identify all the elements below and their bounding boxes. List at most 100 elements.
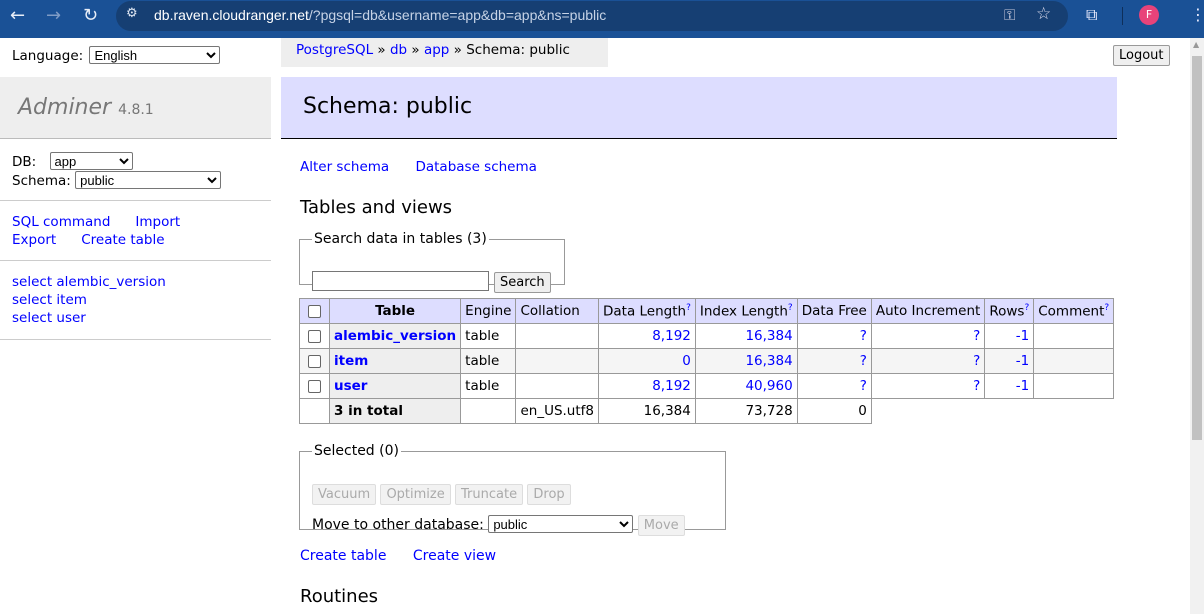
logout-button[interactable]: Logout xyxy=(1113,45,1170,66)
menu-icon[interactable]: ⋮ xyxy=(1190,5,1204,24)
url-path: /?pgsql=db&username=app&db=app&ns=public xyxy=(308,7,607,23)
total-label: 3 in total xyxy=(328,398,462,424)
auto-increment-link[interactable]: ? xyxy=(973,353,981,369)
language-label: Language: xyxy=(12,48,84,64)
breadcrumb-postgresql[interactable]: PostgreSQL xyxy=(296,42,374,58)
vacuum-button[interactable]: Vacuum xyxy=(312,484,377,505)
address-bar[interactable]: ⚙ db.raven.cloudranger.net/?pgsql=db&use… xyxy=(116,1,1068,31)
row-checkbox[interactable] xyxy=(308,379,321,393)
page-title: Schema: public xyxy=(281,77,1117,139)
search-input[interactable] xyxy=(312,271,489,291)
comment-cell xyxy=(1033,373,1115,399)
scrollbar-thumb[interactable] xyxy=(1192,56,1202,440)
data-free-link[interactable]: ? xyxy=(859,353,867,369)
select-all-checkbox[interactable] xyxy=(308,304,321,318)
data-length-link[interactable]: 0 xyxy=(682,353,691,369)
help-icon[interactable]: ? xyxy=(686,302,691,313)
schema-label: Schema: xyxy=(12,173,71,189)
row-checkbox[interactable] xyxy=(308,354,321,368)
extensions-icon[interactable]: ⧉ xyxy=(1086,5,1098,24)
search-fieldset: Search data in tables (3) Search xyxy=(299,231,565,293)
scroll-up-icon[interactable]: ▲ xyxy=(1193,40,1200,49)
row-checkbox[interactable] xyxy=(308,329,321,343)
adminer-home-link[interactable]: Adminer xyxy=(18,95,112,120)
select-user-link[interactable]: select user xyxy=(12,310,86,326)
help-icon[interactable]: ? xyxy=(1024,302,1030,313)
breadcrumb: PostgreSQL » db » app » Schema: public xyxy=(281,38,608,67)
breadcrumb-current: Schema: public xyxy=(466,42,570,58)
header-data-length: Data Length? xyxy=(598,298,696,324)
total-row: 3 in total en_US.utf8 16,384 73,728 0 xyxy=(299,398,1114,424)
forward-icon[interactable]: → xyxy=(46,5,62,26)
site-settings-icon[interactable]: ⚙ xyxy=(126,6,138,21)
move-label: Move to other database: xyxy=(312,517,484,533)
select-item-link[interactable]: select item xyxy=(12,292,87,308)
engine-cell: table xyxy=(460,348,517,374)
star-icon[interactable]: ☆ xyxy=(1036,4,1052,24)
tables-heading: Tables and views xyxy=(300,197,453,218)
data-free-link[interactable]: ? xyxy=(859,328,867,344)
database-schema-link[interactable]: Database schema xyxy=(415,159,537,175)
help-icon[interactable]: ? xyxy=(787,302,793,313)
language-select-row: Language: English xyxy=(12,46,221,64)
db-select[interactable]: app xyxy=(49,152,133,170)
selected-fieldset: Selected (0) Vacuum Optimize Truncate Dr… xyxy=(299,443,726,536)
header-collation: Collation xyxy=(515,298,599,324)
table-name-link[interactable]: user xyxy=(334,378,368,394)
avatar[interactable]: F xyxy=(1139,5,1159,25)
data-free-link[interactable]: ? xyxy=(859,378,867,394)
auto-increment-link[interactable]: ? xyxy=(973,328,981,344)
sidebar-create-table-link[interactable]: Create table xyxy=(81,232,165,248)
move-database-select[interactable]: public xyxy=(488,515,634,533)
adminer-logo: Adminer 4.8.1 xyxy=(0,77,271,139)
table-name-link[interactable]: alembic_version xyxy=(334,328,457,344)
table-name-link[interactable]: item xyxy=(334,353,369,369)
browser-toolbar: ← → ↻ ⚙ db.raven.cloudranger.net/?pgsql=… xyxy=(0,0,1204,38)
comment-cell xyxy=(1033,323,1115,349)
collation-cell xyxy=(515,373,599,399)
sql-command-link[interactable]: SQL command xyxy=(12,214,111,230)
db-label: DB: xyxy=(12,154,37,170)
alter-schema-link[interactable]: Alter schema xyxy=(300,159,390,175)
breadcrumb-app[interactable]: app xyxy=(423,42,450,58)
index-length-link[interactable]: 16,384 xyxy=(745,353,793,369)
move-button[interactable]: Move xyxy=(637,515,685,536)
auto-increment-link[interactable]: ? xyxy=(973,378,981,394)
help-icon[interactable]: ? xyxy=(1104,302,1110,313)
key-icon[interactable]: ⚿ xyxy=(1004,6,1016,24)
header-index-length: Index Length? xyxy=(694,298,798,324)
index-length-link[interactable]: 40,960 xyxy=(745,378,793,394)
header-engine: Engine xyxy=(460,298,517,324)
rows-link[interactable]: -1 xyxy=(1015,328,1030,344)
data-length-link[interactable]: 8,192 xyxy=(652,328,691,344)
create-table-link[interactable]: Create table xyxy=(300,548,387,564)
export-link[interactable]: Export xyxy=(12,232,57,248)
rows-link[interactable]: -1 xyxy=(1015,353,1030,369)
reload-icon[interactable]: ↻ xyxy=(83,5,99,26)
total-collation: en_US.utf8 xyxy=(515,398,599,424)
index-length-link[interactable]: 16,384 xyxy=(745,328,793,344)
drop-button[interactable]: Drop xyxy=(527,484,571,505)
search-button[interactable]: Search xyxy=(494,272,551,293)
collation-cell xyxy=(515,323,599,349)
import-link[interactable]: Import xyxy=(135,214,181,230)
engine-cell: table xyxy=(460,323,517,349)
select-alembic-version-link[interactable]: select alembic_version xyxy=(12,274,166,290)
header-data-free: Data Free xyxy=(796,298,872,324)
optimize-button[interactable]: Optimize xyxy=(380,484,451,505)
collation-cell xyxy=(515,348,599,374)
truncate-button[interactable]: Truncate xyxy=(455,484,524,505)
table-row: alembic_version table 8,192 16,384 ? ? -… xyxy=(299,323,1115,349)
rows-link[interactable]: -1 xyxy=(1015,378,1030,394)
breadcrumb-db[interactable]: db xyxy=(389,42,408,58)
create-view-link[interactable]: Create view xyxy=(412,548,497,564)
language-select[interactable]: English xyxy=(89,46,221,64)
back-icon[interactable]: ← xyxy=(10,5,26,26)
header-comment: Comment? xyxy=(1033,298,1115,324)
tables-table: Table Engine Collation Data Length? Inde… xyxy=(299,298,1115,424)
comment-cell xyxy=(1033,348,1115,374)
url-host: db.raven.cloudranger.net xyxy=(154,7,309,23)
data-length-link[interactable]: 8,192 xyxy=(652,378,691,394)
engine-cell: table xyxy=(460,373,517,399)
schema-select[interactable]: public xyxy=(75,171,222,189)
